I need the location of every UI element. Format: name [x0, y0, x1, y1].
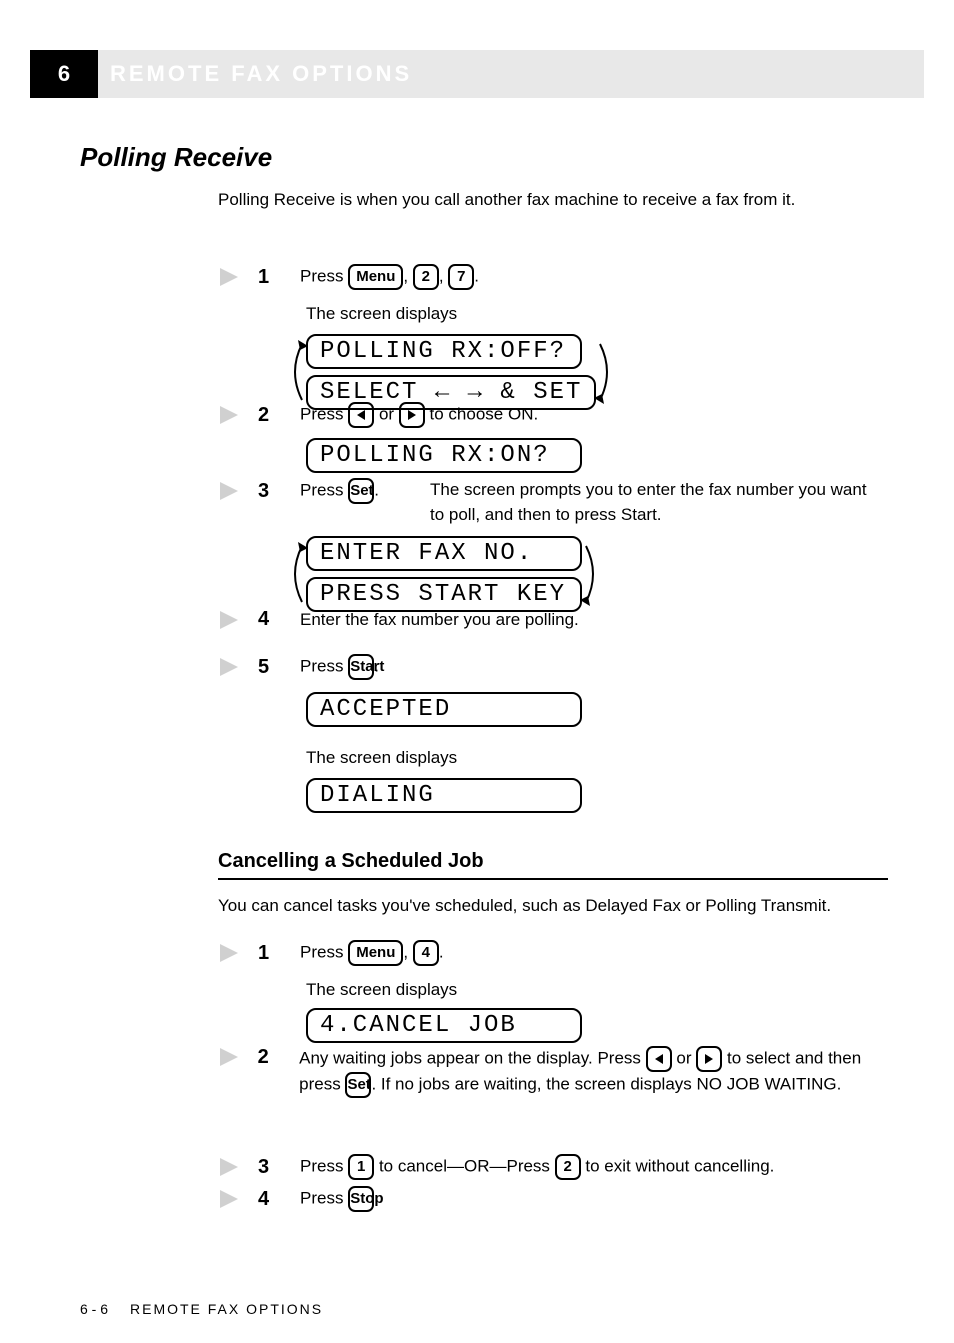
menu-key-icon: Menu	[348, 940, 403, 966]
footer-text: REMOTE FAX OPTIONS	[130, 1301, 323, 1317]
step-arrow-icon	[218, 1156, 240, 1178]
left-arrow-key-icon	[646, 1046, 672, 1072]
step-text: Enter the fax number you are polling.	[300, 608, 579, 632]
step3-sub: The screen prompts you to enter the fax …	[430, 478, 880, 527]
right-arrow-key-icon	[696, 1046, 722, 1072]
step-number: 3	[258, 480, 282, 503]
key-2-icon: 2	[413, 264, 439, 290]
step-arrow-icon	[218, 266, 240, 288]
lcd-display: ENTER FAX NO.	[306, 536, 582, 571]
step-arrow-icon	[218, 609, 240, 631]
step-number: 1	[258, 266, 282, 289]
cycle-arrow-left-icon	[284, 340, 310, 404]
start-key-icon: Start	[348, 654, 374, 680]
chapter-box: 6	[30, 50, 98, 98]
step-text: Press Menu, 4.	[300, 940, 444, 966]
key-7-icon: 7	[448, 264, 474, 290]
step-number: 1	[258, 942, 282, 965]
lcd-display: ACCEPTED	[306, 692, 582, 727]
step-number: 5	[258, 656, 282, 679]
cycle-arrow-left-icon	[284, 542, 310, 606]
set-key-icon: Set	[345, 1072, 371, 1098]
lcd-display: DIALING	[306, 778, 582, 813]
step-text: Press Set.	[300, 478, 379, 504]
lcd4-sub: The screen displays	[306, 746, 457, 771]
key-1-icon: 1	[348, 1154, 374, 1180]
section-title: Polling Receive	[80, 142, 272, 173]
header-title: REMOTE FAX OPTIONS	[110, 50, 412, 98]
step-number: 4	[258, 1188, 282, 1211]
step-number: 2	[258, 1046, 282, 1069]
lcd-display: POLLING RX:OFF?	[306, 334, 582, 369]
step-text: Press or to choose ON.	[300, 402, 538, 428]
step-number: 2	[258, 404, 282, 427]
lcd-cycle: POLLING RX:OFF? SELECT ← → & SET	[306, 334, 596, 410]
lcd-cycle: ENTER FAX NO. PRESS START KEY	[306, 536, 582, 612]
divider	[218, 878, 888, 880]
step-number: 3	[258, 1156, 282, 1179]
step-text: Press Start.	[300, 654, 379, 680]
step-number: 4	[258, 608, 282, 631]
intro-text: Polling Receive is when you call another…	[218, 188, 878, 213]
step-arrow-icon	[218, 656, 240, 678]
step-arrow-icon	[218, 404, 240, 426]
menu-key-icon: Menu	[348, 264, 403, 290]
sub1-sub: The screen displays	[306, 978, 457, 1003]
lcd-display: 4.CANCEL JOB	[306, 1008, 582, 1043]
key-2-icon: 2	[555, 1154, 581, 1180]
step-arrow-icon	[218, 1188, 240, 1210]
step-arrow-icon	[218, 942, 240, 964]
cycle-arrow-right-icon	[592, 340, 618, 404]
stop-key-icon: Stop	[348, 1186, 374, 1212]
step-text: Press Stop.	[300, 1186, 379, 1212]
step-text: Press 1 to cancel—OR—Press 2 to exit wit…	[300, 1154, 774, 1180]
sub-intro: You can cancel tasks you've scheduled, s…	[218, 894, 878, 919]
cycle-arrow-right-icon	[578, 542, 604, 606]
set-key-icon: Set	[348, 478, 374, 504]
lcd-display: PRESS START KEY	[306, 577, 582, 612]
step-text: Press Menu, 2, 7.	[300, 264, 479, 290]
step1-sub: The screen displays	[306, 302, 457, 327]
step-text: Any waiting jobs appear on the display. …	[299, 1046, 878, 1098]
subsection-title: Cancelling a Scheduled Job	[218, 850, 484, 873]
lcd-display: POLLING RX:ON?	[306, 438, 582, 473]
key-4-icon: 4	[413, 940, 439, 966]
left-arrow-key-icon	[348, 402, 374, 428]
right-arrow-key-icon	[399, 402, 425, 428]
step-arrow-icon	[218, 480, 240, 502]
step-arrow-icon	[218, 1046, 240, 1068]
footer-page-number: 6 - 6	[80, 1301, 108, 1317]
